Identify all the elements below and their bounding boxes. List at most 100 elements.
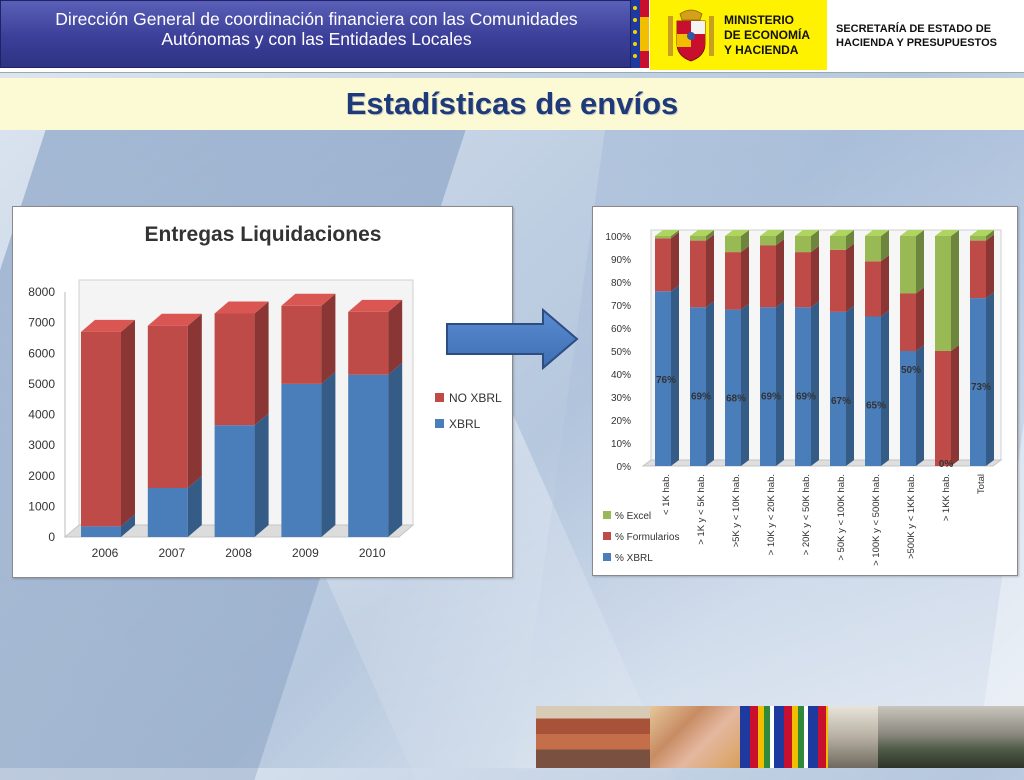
title-band [0, 78, 1024, 130]
bar-xbrl-side [321, 371, 336, 537]
chart-title: Entregas Liquidaciones [145, 223, 382, 246]
bar-pct-formularios-front [970, 240, 986, 299]
bar-pct-excel-side [916, 230, 924, 294]
bar-xbrl [147, 476, 202, 537]
y-tick-label: 100% [605, 232, 631, 243]
y-tick-label: 1000 [28, 499, 55, 513]
x-tick-label: > 1KK hab. [941, 474, 952, 521]
y-tick-label: 30% [611, 393, 631, 404]
bar-top [214, 301, 269, 314]
bar-pct-formularios [865, 255, 889, 317]
bar-pct-excel-front [725, 236, 741, 253]
bar-pct-excel [830, 230, 854, 250]
y-tick-label: 4000 [28, 408, 55, 422]
legend-swatch [603, 532, 611, 540]
bar-xbrl [281, 371, 336, 537]
y-tick-label: 20% [611, 416, 631, 427]
y-tick-label: 0 [48, 530, 55, 544]
ministerio-logo: MINISTERIO DE ECONOMÍA Y HACIENDA [650, 0, 827, 70]
bar-pct-xbrl-side [846, 305, 854, 466]
bar-pct-formularios [690, 234, 714, 308]
bar-pct-excel-side [741, 230, 749, 253]
x-tick-label: > 1K y < 5K hab. [696, 474, 707, 545]
bar-top [970, 230, 994, 236]
bar-no-xbrl-front [281, 305, 322, 384]
bar-top [795, 230, 819, 236]
y-tick-label: 6000 [28, 346, 55, 360]
x-tick-label: >500K y < 1KK hab. [906, 474, 917, 559]
bar-pct-formularios-front [935, 351, 951, 466]
bar-pct-formularios-front [830, 249, 846, 312]
legend-swatch [603, 511, 611, 519]
bar-pct-excel-front [690, 236, 706, 241]
bar-pct-formularios-side [916, 287, 924, 351]
bar-no-xbrl [348, 299, 403, 375]
bar-pct-xbrl-front [760, 307, 776, 466]
bar-no-xbrl [281, 293, 336, 384]
data-label: 69% [691, 391, 711, 402]
bar-pct-xbrl-side [986, 292, 994, 466]
bar-pct-excel [760, 230, 784, 246]
bar-pct-xbrl [970, 292, 994, 466]
bar-no-xbrl-side [388, 299, 403, 375]
x-tick-label: 2007 [158, 546, 185, 560]
bar-xbrl-side [121, 514, 135, 537]
bar-pct-formularios-side [741, 246, 749, 310]
y-tick-label: 60% [611, 324, 631, 335]
bar-no-xbrl-front [348, 311, 389, 375]
bar-xbrl [214, 413, 269, 537]
bar-xbrl-front [348, 374, 389, 537]
bar-pct-excel [725, 230, 749, 253]
bar-pct-xbrl-side [706, 301, 714, 466]
bar-top [81, 319, 135, 332]
chart-percent-by-population: 0% 10% 20% 30% 40% 50% 60% 70% 80% 90% 100% 76% < 1K… [592, 206, 1018, 576]
bar-pct-formularios-side [671, 232, 679, 292]
bar-pct-formularios-front [690, 240, 706, 308]
ministerio-text: MINISTERIO DE ECONOMÍA Y HACIENDA [724, 13, 811, 57]
bar-pct-formularios-side [986, 234, 994, 299]
bar-pct-formularios [970, 234, 994, 299]
y-tick-label: 2000 [28, 469, 55, 483]
header-title-line1: Dirección General de coordinación financ… [55, 9, 578, 29]
x-tick-label: > 20K y < 50K hab. [801, 474, 812, 555]
bar-no-xbrl-front [214, 313, 255, 426]
data-label: 69% [761, 391, 781, 402]
data-label: 67% [831, 396, 851, 407]
bar-no-xbrl-side [321, 293, 336, 384]
photo-strip [536, 706, 1024, 768]
legend-label: NO XBRL [449, 391, 502, 405]
x-tick-label: Total [976, 474, 987, 494]
data-label: 50% [901, 365, 921, 376]
bar-pct-xbrl-side [671, 285, 679, 466]
eu-flag-icon [631, 0, 640, 68]
bar-pct-xbrl-front [865, 316, 881, 466]
bar-pct-excel-front [865, 236, 881, 262]
flags-photo [740, 706, 828, 768]
y-tick-label: 8000 [28, 285, 55, 299]
bar-pct-xbrl [725, 303, 749, 466]
building-photo [536, 706, 650, 768]
hall-photo [878, 706, 1024, 768]
bar-pct-xbrl-front [830, 311, 846, 466]
bar-pct-xbrl-side [916, 345, 924, 466]
bar-pct-xbrl [795, 301, 819, 466]
bar-no-xbrl-side [187, 313, 202, 488]
bar-pct-excel-side [846, 230, 854, 250]
x-tick-label: > 10K y < 20K hab. [766, 474, 777, 555]
bar-pct-xbrl-front [970, 298, 986, 466]
bar-pct-formularios [830, 243, 854, 312]
header-title-box: Dirección General de coordinación financ… [0, 0, 631, 68]
bar-pct-excel-front [760, 236, 776, 246]
bar-top [147, 313, 202, 326]
bar-pct-xbrl [655, 285, 679, 466]
bar-pct-formularios-side [951, 345, 959, 466]
x-tick-label: 2009 [292, 546, 319, 560]
data-label: 76% [656, 375, 676, 386]
bar-pct-excel-front [970, 236, 986, 241]
bar-pct-formularios-front [865, 261, 881, 317]
chart-svg: 0% 10% 20% 30% 40% 50% 60% 70% 80% 90% 100% 76% < 1K… [603, 229, 1003, 566]
bar-xbrl-front [147, 488, 188, 537]
bar-top [935, 230, 959, 236]
bar-no-xbrl [81, 319, 135, 527]
legend-label: % Formularios [615, 532, 679, 543]
